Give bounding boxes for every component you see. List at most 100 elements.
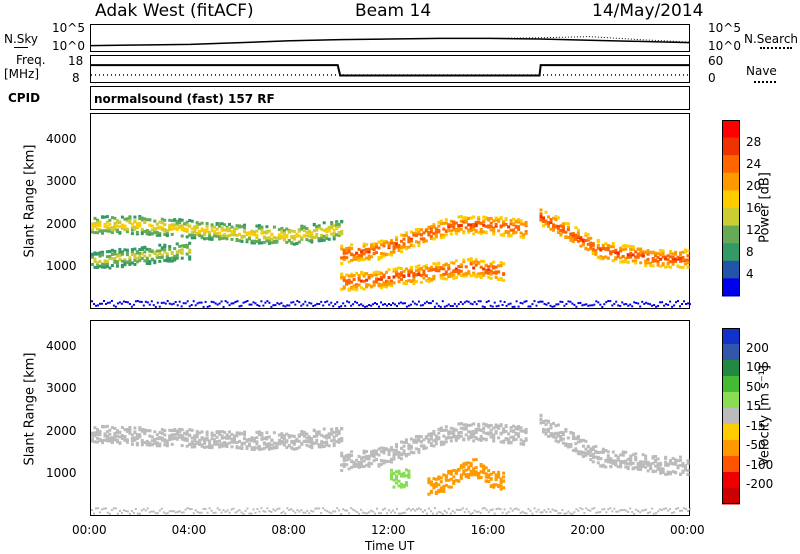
velocity-colorbar-tick-7: -200	[746, 477, 774, 492]
nave-right-top-tick: 60	[708, 54, 724, 68]
power-ytick-3: 1000	[46, 258, 77, 273]
noise-panel	[90, 24, 690, 52]
power-colorbar-frame	[722, 120, 740, 296]
power-colorbar-swatch-7	[722, 243, 740, 262]
velocity-colorbar-label: Velocity [m s⁻¹]	[757, 365, 773, 466]
power-colorbar-tick-4: 12	[746, 223, 762, 237]
velocity-colorbar-swatch-8	[722, 456, 740, 473]
velocity-ytick-1: 3000	[46, 381, 77, 396]
noise-series-1	[90, 36, 690, 47]
noise-plot	[90, 36, 690, 47]
velocity-colorbar-swatch-10	[722, 488, 740, 505]
beam-title: Beam 14	[355, 1, 432, 21]
power-colorbar-tick-2: 20	[746, 179, 762, 193]
nsearch-label: N.Search	[744, 32, 799, 46]
power-colorbar-tick-6: 4	[746, 267, 754, 281]
power-band-4	[91, 241, 192, 270]
freq-label: Freq.	[16, 53, 46, 67]
power-colorbar-swatch-3	[722, 172, 740, 191]
velocity-colorbar-swatch-1	[722, 344, 740, 361]
power-heatmap	[91, 208, 691, 308]
velocity-band-2	[427, 458, 506, 496]
power-colorbar-tick-3: 16	[746, 201, 762, 215]
velocity-band-3	[390, 468, 411, 489]
xlabel: Time UT	[365, 539, 415, 553]
velocity-band-0	[91, 424, 344, 451]
velocity-ytick-2: 2000	[46, 423, 77, 438]
power-ytick-0: 4000	[46, 132, 77, 147]
velocity-colorbar-swatch-3	[722, 376, 740, 393]
power-ytick-1: 3000	[46, 174, 77, 189]
velocity-colorbar-tick-5: -50	[746, 438, 766, 453]
power-band-2	[340, 257, 506, 292]
date-title: 14/May/2014	[592, 1, 704, 21]
velocity-colorbar-frame	[722, 328, 740, 504]
velocity-colorbar	[722, 328, 740, 505]
velocity-colorbar-tick-2: 50	[746, 379, 762, 394]
velocity-colorbar-swatch-7	[722, 440, 740, 457]
power-band-1	[340, 215, 528, 265]
time-tick-3: 12:00	[371, 523, 406, 537]
power-colorbar-swatch-2	[722, 155, 740, 174]
noise-series-0	[90, 37, 690, 47]
time-tick-0: 00:00	[72, 523, 107, 537]
time-tick-2: 08:00	[271, 523, 306, 537]
power-band-3	[539, 208, 690, 269]
noise-left-bottom-tick: 10^0	[52, 39, 85, 53]
velocity-colorbar-swatch-2	[722, 360, 740, 377]
time-tick-6: 00:00	[670, 523, 705, 537]
noise-left-top-tick: 10^5	[52, 21, 85, 35]
noise-right-top-tick: 10^5	[708, 21, 741, 35]
power-colorbar-swatch-8	[722, 260, 740, 279]
freq-left-bottom-tick: 8	[72, 71, 80, 85]
velocity-colorbar-swatch-4	[722, 392, 740, 409]
power-panel	[90, 113, 691, 309]
velocity-colorbar-tick-3: 15	[746, 399, 762, 414]
velocity-colorbar-swatch-5	[722, 408, 740, 425]
cpid-mode-text: normalsound (fast) 157 RF	[94, 92, 275, 106]
freq-unit-label: [MHz]	[4, 67, 40, 81]
power-colorbar-tick-0: 28	[746, 135, 762, 149]
power-colorbar-swatch-9	[722, 278, 740, 297]
velocity-band-4	[539, 413, 690, 477]
velocity-colorbar-swatch-6	[722, 424, 740, 441]
velocity-band-1	[340, 422, 528, 472]
power-colorbar	[722, 120, 740, 297]
velocity-colorbar-swatch-9	[722, 472, 740, 489]
time-tick-5: 20:00	[570, 523, 605, 537]
cpid-label: CPID	[8, 91, 41, 105]
time-tick-1: 04:00	[171, 523, 207, 537]
cpid-panel: normalsound (fast) 157 RF	[90, 86, 690, 110]
power-colorbar-tick-1: 24	[746, 157, 762, 171]
time-tick-4: 16:00	[470, 523, 506, 537]
power-colorbar-swatch-6	[722, 225, 740, 244]
power-ground-scatter	[91, 300, 691, 308]
velocity-colorbar-tick-6: -100	[746, 457, 774, 472]
velocity-ytick-0: 4000	[46, 339, 77, 354]
nsky-legend-line	[14, 47, 28, 48]
power-colorbar-swatch-4	[722, 190, 740, 209]
power-colorbar-swatch-0	[722, 120, 740, 139]
power-colorbar-tick-5: 8	[746, 245, 754, 259]
velocity-panel	[90, 320, 691, 516]
nave-right-bottom-tick: 0	[708, 71, 716, 85]
power-ylabel: Slant Range [km]	[22, 144, 38, 258]
velocity-heatmap	[91, 413, 691, 515]
freq-left-top-tick: 18	[68, 54, 84, 68]
velocity-ylabel: Slant Range [km]	[22, 352, 38, 466]
power-band-0	[91, 215, 344, 246]
power-colorbar-swatch-5	[722, 208, 740, 227]
nsearch-legend-line	[760, 47, 792, 49]
nsky-label: N.Sky	[4, 32, 39, 46]
station-title: Adak West (fitACF)	[95, 1, 254, 21]
power-ytick-2: 2000	[46, 216, 77, 231]
velocity-ytick-3: 1000	[46, 465, 77, 480]
nave-label: Nave	[746, 64, 777, 78]
freq-series	[91, 64, 689, 77]
velocity-colorbar-tick-0: 200	[746, 340, 769, 355]
velocity-colorbar-swatch-0	[722, 328, 740, 345]
nave-legend-line	[754, 81, 776, 83]
freq-panel	[90, 55, 690, 83]
power-colorbar-swatch-1	[722, 137, 740, 156]
freq-plot	[91, 64, 689, 77]
